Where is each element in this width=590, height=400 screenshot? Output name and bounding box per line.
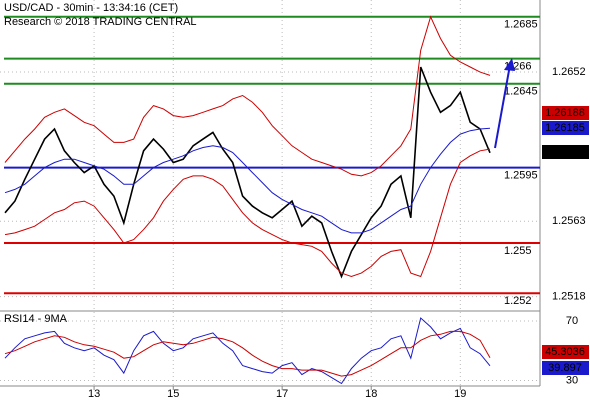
series-line [4, 127, 491, 234]
x-tick-label: 15 [167, 388, 179, 400]
series-line [4, 66, 491, 279]
level-label: 1.252 [504, 295, 532, 307]
rsi-box [542, 361, 589, 375]
series-line [4, 148, 491, 278]
series-line [4, 330, 491, 377]
price-box [542, 106, 589, 120]
x-tick-label: 17 [276, 388, 288, 400]
price-box [542, 145, 589, 159]
arrow-head [504, 58, 515, 71]
rsi-title: RSI14 - 9MA [4, 313, 68, 325]
price-box-label: 1.26185 [545, 122, 585, 134]
price-box-label: 1.26038 [545, 146, 585, 158]
rsi-box-label: 39.897 [548, 362, 582, 374]
chart-title: USD/CAD - 30min - 13:34:16 (CET) [4, 2, 178, 14]
y-tick-label: 1.2563 [552, 215, 586, 227]
price-box-label: 1.26188 [545, 107, 585, 119]
x-tick-label: 19 [454, 388, 466, 400]
level-label: 1.255 [504, 245, 532, 257]
level-label: 1.2595 [504, 169, 538, 181]
rsi-box [542, 345, 589, 359]
y-tick-label: 1.2518 [552, 291, 586, 303]
rsi-tick-label: 30 [566, 374, 578, 386]
rsi-tick-label: 70 [566, 315, 578, 327]
series-line [4, 15, 491, 177]
rsi-box-label: 45.3036 [545, 346, 585, 358]
series-line [4, 317, 491, 385]
x-tick-label: 13 [88, 388, 100, 400]
chart-subtitle: Research © 2018 TRADING CENTRAL [4, 16, 197, 28]
trend-arrow [494, 64, 511, 149]
level-label: 1.2685 [504, 19, 538, 31]
x-tick-label: 18 [365, 388, 377, 400]
price-box [542, 121, 589, 135]
y-tick-label: 1.2652 [552, 66, 586, 78]
level-label: 1.2645 [504, 86, 538, 98]
